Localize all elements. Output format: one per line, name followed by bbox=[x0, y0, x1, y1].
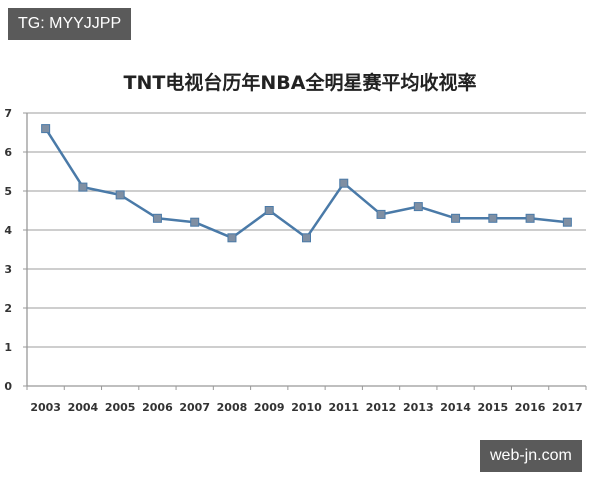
x-tick-label: 2014 bbox=[440, 401, 471, 414]
x-tick-label: 2012 bbox=[366, 401, 397, 414]
x-tick-label: 2017 bbox=[552, 401, 583, 414]
x-tick-label: 2015 bbox=[478, 401, 509, 414]
data-point-marker bbox=[115, 190, 125, 200]
x-tick-label: 2009 bbox=[254, 401, 285, 414]
data-point-marker bbox=[302, 233, 311, 243]
data-point-marker bbox=[41, 124, 51, 134]
chart-title: TNT电视台历年NBA全明星赛平均收视率 bbox=[123, 72, 477, 94]
data-point-marker bbox=[562, 217, 572, 227]
data-point-marker bbox=[227, 233, 237, 243]
x-tick-label: 2008 bbox=[217, 401, 248, 414]
x-tick-label: 2013 bbox=[403, 401, 434, 414]
x-tick-label: 2003 bbox=[30, 401, 61, 414]
y-tick-label: 7 bbox=[4, 107, 12, 120]
x-tick-label: 2006 bbox=[142, 401, 173, 414]
y-tick-label: 6 bbox=[4, 146, 12, 159]
x-tick-label: 2016 bbox=[515, 401, 546, 414]
data-point-marker bbox=[78, 182, 88, 192]
watermark-bottom-right: web-jn.com bbox=[480, 440, 582, 472]
data-point-marker bbox=[488, 213, 498, 223]
x-tick-label: 2007 bbox=[179, 401, 210, 414]
watermark-top-left: TG: MYYJJPP bbox=[8, 8, 132, 40]
x-tick-label: 2005 bbox=[105, 401, 136, 414]
data-point-marker bbox=[413, 202, 423, 212]
y-tick-label: 1 bbox=[4, 341, 12, 354]
data-point-marker bbox=[376, 209, 386, 219]
x-tick-label: 2010 bbox=[291, 401, 322, 414]
y-tick-label: 2 bbox=[4, 302, 12, 315]
data-point-marker bbox=[339, 178, 349, 188]
data-point-marker bbox=[525, 213, 535, 223]
x-tick-label: 2004 bbox=[68, 401, 99, 414]
data-point-marker bbox=[152, 213, 162, 223]
data-point-marker bbox=[451, 213, 461, 223]
data-point-marker bbox=[190, 217, 200, 227]
x-tick-label: 2011 bbox=[328, 401, 359, 414]
y-tick-label: 3 bbox=[4, 263, 12, 276]
y-tick-label: 0 bbox=[4, 380, 12, 393]
y-tick-label: 5 bbox=[4, 185, 12, 198]
y-tick-label: 4 bbox=[4, 224, 12, 237]
data-point-marker bbox=[264, 206, 274, 215]
